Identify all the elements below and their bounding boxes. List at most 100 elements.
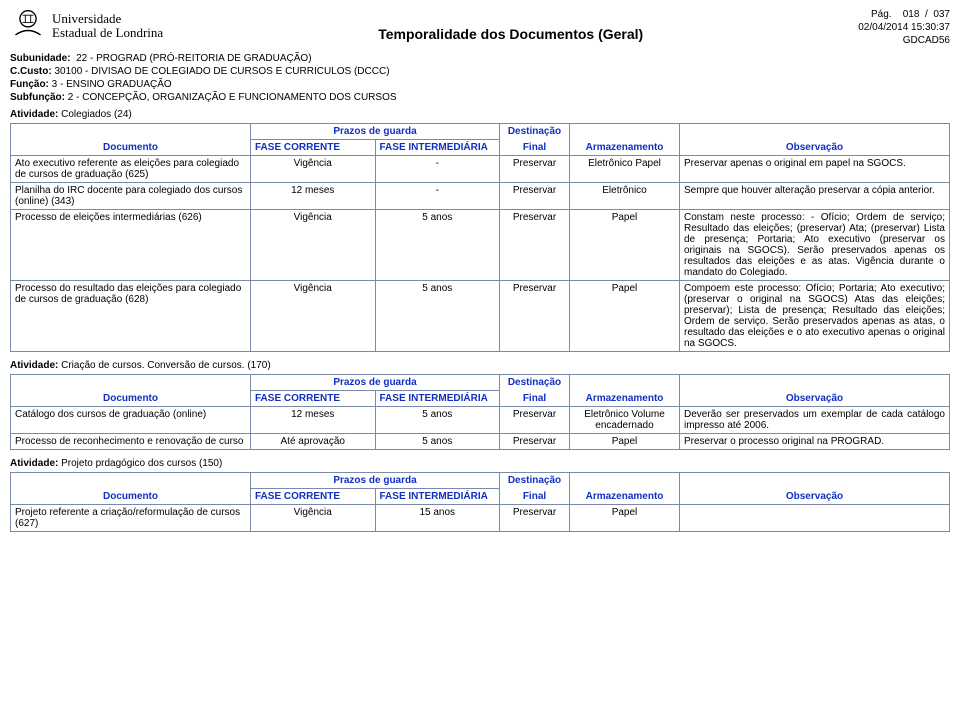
funcao-label: Função:	[10, 79, 49, 90]
table-row: Projeto referente a criação/reformulação…	[11, 505, 950, 532]
cell-doc: Catálogo dos cursos de graduação (online…	[11, 407, 251, 434]
cell-fi: 15 anos	[375, 505, 500, 532]
cell-obs: Deverão ser preservados um exemplar de c…	[680, 407, 950, 434]
col-fase-corrente: FASE CORRENTE	[251, 489, 376, 505]
col-prazos: Prazos de guarda	[251, 473, 500, 489]
documents-table: DocumentoPrazos de guardaDestinaçãoArmaz…	[10, 374, 950, 450]
cell-dest: Preservar	[500, 281, 570, 352]
page-sep: /	[925, 9, 928, 20]
documents-table: DocumentoPrazos de guardaDestinaçãoArmaz…	[10, 123, 950, 352]
table-row: Processo do resultado das eleições para …	[11, 281, 950, 352]
col-fase-intermediaria: FASE INTERMEDIÁRIA	[375, 489, 500, 505]
table-row: Catálogo dos cursos de graduação (online…	[11, 407, 950, 434]
cell-doc: Processo de eleições intermediárias (626…	[11, 210, 251, 281]
context-block: Subunidade: 22 - PROGRAD (PRÓ-REITORIA D…	[10, 53, 950, 103]
cell-arm: Papel	[570, 210, 680, 281]
cell-fi: -	[375, 156, 500, 183]
cell-arm: Papel	[570, 505, 680, 532]
col-dest-bot: Final	[500, 140, 570, 156]
university-logo-icon	[10, 8, 46, 44]
cell-dest: Preservar	[500, 505, 570, 532]
cell-fi: 5 anos	[375, 434, 500, 450]
cell-fi: -	[375, 183, 500, 210]
subfuncao-label: Subfunção:	[10, 92, 65, 103]
activity-name: Colegiados (24)	[61, 109, 132, 120]
cell-fi: 5 anos	[375, 281, 500, 352]
col-fase-intermediaria: FASE INTERMEDIÁRIA	[375, 391, 500, 407]
logo-line2: Estadual de Londrina	[52, 26, 163, 40]
col-dest-top: Destinação	[500, 375, 570, 391]
cell-fi: 5 anos	[375, 210, 500, 281]
cell-arm: Eletrônico	[570, 183, 680, 210]
col-observacao: Observação	[680, 473, 950, 505]
activity-label: Atividade:	[10, 360, 58, 371]
cell-obs: Sempre que houver alteração preservar a …	[680, 183, 950, 210]
col-dest-bot: Final	[500, 489, 570, 505]
cell-doc: Processo de reconhecimento e renovação d…	[11, 434, 251, 450]
activity-heading: Atividade: Projeto prdagógico dos cursos…	[10, 458, 950, 469]
cell-arm: Eletrônico Papel	[570, 156, 680, 183]
col-dest-top: Destinação	[500, 473, 570, 489]
documents-table: DocumentoPrazos de guardaDestinaçãoArmaz…	[10, 472, 950, 532]
cell-doc: Planilha do IRC docente para colegiado d…	[11, 183, 251, 210]
activity-name: Projeto prdagógico dos cursos (150)	[61, 458, 222, 469]
ccusto-value: 30100 - DIVISAO DE COLEGIADO DE CURSOS E…	[54, 66, 389, 77]
cell-fc: Vigência	[251, 505, 376, 532]
sub-value: 22 - PROGRAD (PRÓ-REITORIA DE GRADUAÇÃO)	[76, 53, 311, 64]
page-title: Temporalidade dos Documentos (Geral)	[163, 26, 858, 42]
cell-fc: 12 meses	[251, 407, 376, 434]
activity-heading: Atividade: Colegiados (24)	[10, 109, 950, 120]
cell-dest: Preservar	[500, 183, 570, 210]
cell-doc: Ato executivo referente as eleições para…	[11, 156, 251, 183]
cell-fc: 12 meses	[251, 183, 376, 210]
col-documento: Documento	[11, 375, 251, 407]
cell-dest: Preservar	[500, 156, 570, 183]
col-prazos: Prazos de guarda	[251, 124, 500, 140]
page-header: Universidade Estadual de Londrina Tempor…	[10, 8, 950, 47]
logo-line1: Universidade	[52, 12, 163, 26]
activity-label: Atividade:	[10, 458, 58, 469]
activity-label: Atividade:	[10, 109, 58, 120]
activity-name: Criação de cursos. Conversão de cursos. …	[61, 360, 271, 371]
col-documento: Documento	[11, 124, 251, 156]
page-code: GDCAD56	[858, 34, 950, 47]
col-documento: Documento	[11, 473, 251, 505]
col-armazenamento: Armazenamento	[570, 375, 680, 407]
sub-label: Subunidade:	[10, 53, 71, 64]
cell-fc: Vigência	[251, 281, 376, 352]
table-row: Planilha do IRC docente para colegiado d…	[11, 183, 950, 210]
logo-text: Universidade Estadual de Londrina	[52, 12, 163, 39]
cell-arm: Papel	[570, 281, 680, 352]
cell-obs	[680, 505, 950, 532]
funcao-value: 3 - ENSINO GRADUAÇÃO	[52, 79, 172, 90]
cell-obs: Constam neste processo: - Ofício; Ordem …	[680, 210, 950, 281]
col-fase-corrente: FASE CORRENTE	[251, 140, 376, 156]
page-current: 018	[903, 9, 920, 20]
col-armazenamento: Armazenamento	[570, 473, 680, 505]
activity-heading: Atividade: Criação de cursos. Conversão …	[10, 360, 950, 371]
col-observacao: Observação	[680, 124, 950, 156]
cell-fi: 5 anos	[375, 407, 500, 434]
cell-dest: Preservar	[500, 210, 570, 281]
cell-obs: Preservar apenas o original em papel na …	[680, 156, 950, 183]
logo-block: Universidade Estadual de Londrina	[10, 8, 163, 44]
cell-dest: Preservar	[500, 434, 570, 450]
activities-container: Atividade: Colegiados (24)DocumentoPrazo…	[10, 109, 950, 532]
ccusto-label: C.Custo:	[10, 66, 52, 77]
cell-doc: Projeto referente a criação/reformulação…	[11, 505, 251, 532]
cell-obs: Compoem este processo: Ofício; Portaria;…	[680, 281, 950, 352]
col-fase-intermediaria: FASE INTERMEDIÁRIA	[375, 140, 500, 156]
table-row: Processo de reconhecimento e renovação d…	[11, 434, 950, 450]
col-armazenamento: Armazenamento	[570, 124, 680, 156]
cell-doc: Processo do resultado das eleições para …	[11, 281, 251, 352]
cell-fc: Vigência	[251, 156, 376, 183]
table-row: Processo de eleições intermediárias (626…	[11, 210, 950, 281]
cell-fc: Vigência	[251, 210, 376, 281]
col-observacao: Observação	[680, 375, 950, 407]
subfuncao-value: 2 - CONCEPÇÃO, ORGANIZAÇÃO E FUNCIONAMEN…	[68, 92, 397, 103]
col-prazos: Prazos de guarda	[251, 375, 500, 391]
cell-obs: Preservar o processo original na PROGRAD…	[680, 434, 950, 450]
page-total: 037	[933, 9, 950, 20]
cell-arm: Eletrônico Volume encadernado	[570, 407, 680, 434]
col-dest-bot: Final	[500, 391, 570, 407]
